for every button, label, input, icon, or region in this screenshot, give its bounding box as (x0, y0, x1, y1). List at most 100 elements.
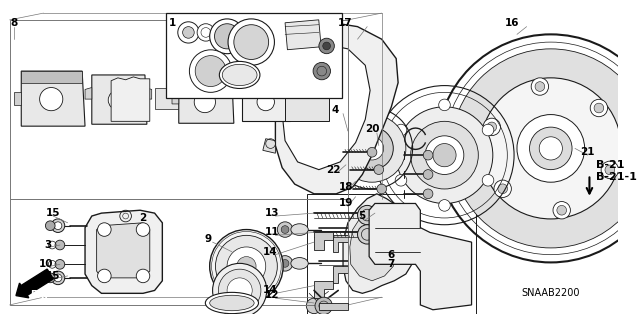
Circle shape (358, 205, 377, 225)
Circle shape (438, 99, 451, 111)
Polygon shape (21, 71, 82, 83)
Polygon shape (172, 91, 179, 104)
Circle shape (189, 50, 232, 92)
Circle shape (377, 184, 387, 194)
Text: 6: 6 (388, 250, 395, 260)
Polygon shape (97, 223, 150, 278)
Circle shape (423, 170, 433, 179)
Text: 11: 11 (265, 227, 280, 237)
Circle shape (590, 99, 607, 117)
Circle shape (395, 124, 407, 136)
Circle shape (281, 226, 289, 234)
Circle shape (553, 202, 570, 219)
Text: FR.: FR. (29, 290, 47, 300)
Polygon shape (333, 266, 348, 283)
Circle shape (237, 256, 256, 276)
Text: 15: 15 (46, 208, 60, 218)
Text: 19: 19 (339, 198, 353, 209)
Circle shape (425, 136, 464, 174)
Polygon shape (15, 92, 21, 105)
Text: 12: 12 (265, 290, 280, 300)
Text: 4: 4 (332, 105, 339, 115)
Circle shape (451, 49, 640, 248)
Circle shape (482, 174, 494, 186)
Circle shape (358, 225, 377, 244)
Circle shape (480, 78, 621, 219)
Circle shape (539, 137, 563, 160)
Circle shape (216, 235, 277, 297)
Circle shape (360, 137, 383, 160)
Text: 2: 2 (140, 213, 147, 223)
Polygon shape (241, 83, 290, 121)
Text: 5: 5 (358, 211, 365, 221)
Ellipse shape (205, 293, 259, 314)
Circle shape (307, 298, 322, 314)
Polygon shape (285, 87, 328, 121)
Circle shape (182, 26, 194, 38)
Polygon shape (350, 208, 396, 281)
Circle shape (319, 38, 334, 54)
Polygon shape (21, 71, 85, 126)
Text: 8: 8 (10, 18, 17, 28)
Circle shape (195, 56, 226, 86)
Circle shape (54, 274, 62, 282)
Circle shape (227, 247, 266, 286)
Circle shape (40, 87, 63, 111)
Circle shape (97, 269, 111, 283)
Circle shape (605, 165, 614, 175)
Polygon shape (263, 90, 275, 105)
Text: 18: 18 (339, 182, 353, 192)
Circle shape (178, 22, 199, 43)
Circle shape (395, 174, 407, 186)
Text: SNAAB2200: SNAAB2200 (522, 288, 580, 298)
Polygon shape (319, 303, 348, 310)
Text: 13: 13 (265, 208, 280, 218)
Text: 17: 17 (338, 18, 352, 28)
Bar (166, 13, 342, 98)
Circle shape (210, 19, 244, 54)
Circle shape (396, 107, 493, 204)
Circle shape (423, 189, 433, 199)
Circle shape (218, 269, 261, 312)
Polygon shape (333, 235, 348, 252)
Polygon shape (179, 79, 234, 123)
Circle shape (494, 180, 511, 197)
Ellipse shape (220, 62, 260, 88)
Circle shape (55, 260, 65, 269)
Circle shape (517, 115, 584, 182)
Polygon shape (145, 87, 152, 99)
Circle shape (45, 273, 55, 283)
Polygon shape (85, 210, 163, 293)
Circle shape (529, 127, 572, 170)
Circle shape (323, 42, 330, 50)
Circle shape (108, 90, 127, 110)
Polygon shape (179, 79, 232, 90)
Text: 14: 14 (263, 286, 278, 295)
Circle shape (557, 205, 566, 215)
Circle shape (423, 150, 433, 160)
Polygon shape (85, 87, 92, 99)
Circle shape (257, 93, 275, 111)
Circle shape (411, 121, 478, 189)
Circle shape (594, 103, 604, 113)
Ellipse shape (222, 64, 257, 85)
Circle shape (531, 78, 548, 95)
Bar (285, 20, 321, 50)
Circle shape (297, 87, 312, 103)
Text: 15: 15 (46, 271, 60, 281)
Circle shape (227, 278, 252, 303)
Bar (155, 87, 179, 109)
Circle shape (367, 147, 377, 157)
Polygon shape (314, 233, 333, 250)
Circle shape (51, 271, 65, 285)
Circle shape (197, 24, 214, 41)
Circle shape (136, 223, 150, 236)
Circle shape (482, 124, 494, 136)
Circle shape (374, 165, 383, 174)
Circle shape (498, 184, 508, 194)
Polygon shape (263, 139, 275, 153)
Circle shape (277, 256, 292, 271)
Text: 21: 21 (580, 147, 595, 157)
Circle shape (487, 122, 497, 132)
Circle shape (228, 19, 275, 65)
